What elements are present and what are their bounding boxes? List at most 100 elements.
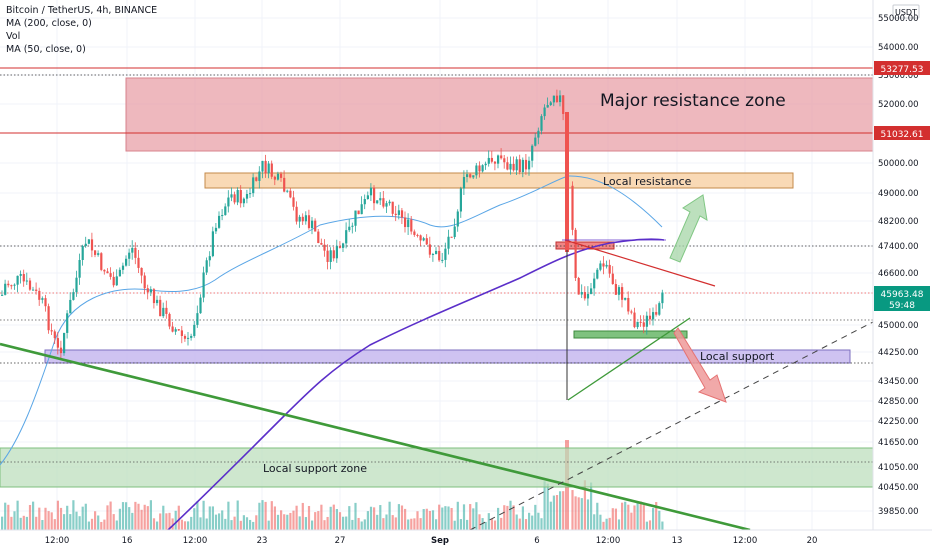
time-tick: 12:00 bbox=[183, 536, 208, 546]
volume-bar bbox=[456, 501, 459, 530]
volume-bar bbox=[193, 508, 196, 530]
candle-body bbox=[1, 294, 4, 296]
local-support-zone[interactable] bbox=[0, 447, 874, 488]
candle-body bbox=[165, 307, 168, 314]
time-tick: 6 bbox=[534, 536, 539, 546]
volume-bar bbox=[44, 507, 47, 530]
volume-bar bbox=[125, 502, 128, 530]
volume-bar bbox=[233, 516, 236, 530]
volume-bar bbox=[174, 510, 177, 530]
red-descending-trendline[interactable] bbox=[564, 239, 716, 287]
volume-bar bbox=[394, 517, 397, 530]
candle-body bbox=[304, 215, 307, 222]
volume-bar bbox=[19, 517, 22, 530]
up-arrow[interactable] bbox=[669, 194, 708, 263]
volume-bar bbox=[69, 514, 72, 530]
volume-bar bbox=[599, 514, 602, 530]
volume-bar bbox=[16, 500, 19, 530]
volume-bar bbox=[493, 520, 497, 530]
volume-bar bbox=[171, 518, 174, 530]
volume-bar bbox=[602, 521, 605, 530]
candle-body bbox=[466, 174, 469, 177]
legend-ma200[interactable]: MA (200, close, 0) bbox=[6, 18, 92, 29]
candle-body bbox=[193, 324, 196, 336]
local-resistance-zone[interactable] bbox=[204, 172, 794, 189]
volume-bar bbox=[363, 519, 366, 530]
volume-bar bbox=[7, 504, 10, 530]
price-axis-background bbox=[873, 0, 932, 530]
volume-bar bbox=[360, 521, 363, 530]
time-axis[interactable]: 12:00 16 12:00 23 27 Sep 6 12:00 13 12:00 20 bbox=[0, 529, 932, 550]
legend-ma50[interactable]: MA (50, close, 0) bbox=[6, 44, 86, 55]
volume-bar bbox=[56, 500, 59, 530]
candle-body bbox=[286, 190, 289, 192]
candle-body bbox=[59, 347, 63, 354]
volume-bar bbox=[63, 514, 66, 530]
volume-bar bbox=[521, 506, 524, 530]
long-green-trendline[interactable] bbox=[0, 342, 751, 532]
volume-bar bbox=[90, 518, 94, 530]
last-price-value: 45963.48 bbox=[881, 290, 924, 300]
candle-body bbox=[289, 190, 292, 198]
volume-bar bbox=[661, 521, 664, 530]
candle-body bbox=[214, 227, 218, 232]
candle-body bbox=[276, 173, 280, 180]
volume-bar bbox=[149, 500, 152, 530]
volume-bar bbox=[177, 505, 180, 530]
volume-bar bbox=[118, 508, 121, 530]
local-support-band[interactable] bbox=[44, 349, 851, 364]
candle-body bbox=[187, 337, 190, 339]
candle-body bbox=[32, 289, 35, 291]
volume-bar bbox=[630, 512, 633, 530]
candle-body bbox=[112, 276, 115, 286]
candle-body bbox=[425, 238, 428, 245]
price-tick: 48200.00 bbox=[878, 217, 919, 227]
ma50-line[interactable] bbox=[0, 175, 663, 466]
candle-body bbox=[202, 272, 205, 298]
candle-body bbox=[444, 248, 447, 260]
price-axis[interactable]: USDT 55000.00 54000.00 53000.00 52000.00 510… bbox=[872, 0, 932, 530]
candle-body bbox=[168, 313, 171, 327]
candle-body bbox=[53, 331, 56, 339]
volume-bar bbox=[28, 504, 32, 530]
candle-body bbox=[63, 332, 66, 354]
candle-body bbox=[462, 176, 466, 189]
candle-body bbox=[599, 263, 602, 270]
volume-bar bbox=[112, 514, 115, 530]
red-resistance-box[interactable] bbox=[555, 241, 615, 250]
short-green-trendline[interactable] bbox=[567, 317, 691, 401]
candle-body bbox=[652, 312, 655, 320]
candle-body bbox=[627, 297, 630, 312]
dashed-rising-trendline[interactable] bbox=[469, 321, 874, 531]
candle-body bbox=[190, 335, 193, 338]
volume-bar bbox=[320, 504, 323, 530]
local-support-label: Local support bbox=[700, 350, 775, 363]
green-support-box[interactable] bbox=[573, 330, 688, 339]
volume-bar bbox=[59, 507, 63, 530]
price-tick: 47400.00 bbox=[878, 242, 919, 252]
price-tick: 49000.00 bbox=[878, 189, 919, 199]
currency-badge[interactable] bbox=[892, 4, 920, 19]
volume-bar bbox=[115, 520, 118, 530]
volume-bar bbox=[13, 511, 16, 530]
volume-bar bbox=[559, 491, 562, 530]
volume-bar bbox=[224, 518, 227, 530]
major-resistance-zone[interactable] bbox=[125, 77, 874, 152]
volume-bar bbox=[459, 519, 462, 530]
legend-title[interactable]: Bitcoin / TetherUS, 4h, BINANCE bbox=[6, 5, 158, 16]
volume-bar bbox=[388, 501, 391, 530]
down-arrow[interactable] bbox=[673, 327, 727, 403]
chart-legend[interactable]: Bitcoin / TetherUS, 4h, BINANCE MA (200,… bbox=[6, 4, 157, 56]
volume-bar bbox=[639, 501, 642, 530]
ma200-line[interactable] bbox=[167, 238, 665, 531]
volume-bar bbox=[351, 519, 354, 530]
legend-vol[interactable]: Vol bbox=[6, 31, 21, 42]
volume-bar bbox=[441, 507, 444, 530]
time-tick: 27 bbox=[335, 536, 346, 546]
volume-bar bbox=[633, 505, 636, 530]
candle-body bbox=[264, 160, 267, 174]
volume-bar bbox=[348, 506, 351, 530]
price-tick: 42850.00 bbox=[878, 397, 919, 407]
candle-body bbox=[593, 278, 596, 289]
